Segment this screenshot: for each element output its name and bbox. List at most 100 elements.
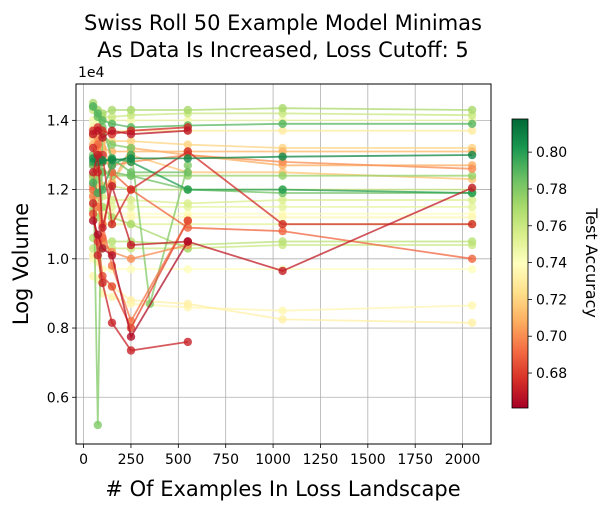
series-line: [92, 220, 189, 340]
series-point: [467, 171, 477, 180]
series-point: [183, 216, 192, 225]
series-point: [107, 112, 117, 122]
series-point: [467, 183, 477, 192]
colorbar-tick-label: 0.70: [536, 329, 567, 345]
series-point: [183, 140, 192, 149]
series-point: [126, 136, 136, 146]
series-line-group: [88, 251, 477, 327]
series-point: [183, 265, 192, 274]
series-point: [107, 292, 117, 302]
series-point: [467, 318, 477, 327]
series-point: [98, 133, 107, 142]
series-point: [126, 143, 136, 153]
x-tick-label: 750: [212, 452, 239, 468]
series-point: [126, 168, 136, 177]
chart-title-line-2: As Data Is Increased, Loss Cutoff: 5: [97, 38, 469, 62]
y-tick-label: 1.0: [47, 252, 69, 268]
x-axis-ticks: 0 250 500 750 1000 1250 1500 1750 2000: [79, 444, 480, 468]
series-point: [98, 116, 107, 125]
series-line: [92, 154, 473, 272]
series-point: [88, 199, 98, 208]
colorbar: [511, 118, 529, 409]
series-point: [278, 104, 287, 113]
series-point: [278, 237, 287, 246]
colorbar-tick-label: 0.80: [536, 145, 567, 161]
series-point: [183, 199, 192, 208]
series-point: [467, 265, 477, 274]
series-point: [98, 244, 107, 253]
series-point: [107, 282, 117, 291]
series-point: [126, 202, 136, 212]
series-point: [126, 240, 136, 250]
series-point: [278, 266, 287, 276]
series-point: [107, 156, 117, 165]
y-tick-label: 0.6: [47, 390, 69, 406]
x-tick-label: 1500: [350, 452, 386, 468]
series-point: [107, 119, 117, 128]
series-point: [126, 130, 136, 139]
series-point: [183, 299, 192, 308]
series-point: [183, 337, 192, 347]
colorbar-label: Test Accuracy: [582, 207, 601, 318]
series-line-group: [88, 126, 192, 142]
series-point: [467, 301, 477, 310]
series-point: [126, 105, 136, 115]
series-point: [467, 220, 477, 229]
series-point: [183, 126, 192, 135]
series-point: [278, 171, 287, 180]
series-point: [126, 332, 136, 341]
y-tick-label: 1.4: [47, 113, 69, 129]
series-point: [183, 154, 192, 163]
series-point: [183, 147, 192, 156]
series-point: [107, 318, 117, 327]
series-point: [126, 213, 136, 222]
series-point: [126, 220, 136, 229]
colorbar-tick-label: 0.74: [536, 256, 567, 272]
colorbar-tick-label: 0.68: [536, 366, 567, 382]
series-point: [278, 126, 287, 135]
series-point: [278, 185, 287, 194]
series-point: [107, 251, 117, 260]
y-axis-ticks: 0.6 0.8 1.0 1.2 1.4: [47, 113, 76, 406]
x-tick-label: 250: [118, 452, 145, 468]
series-point: [126, 296, 136, 305]
x-tick-label: 1250: [303, 452, 339, 468]
grid: [76, 84, 491, 444]
x-tick-label: 1750: [397, 452, 433, 468]
x-tick-label: 500: [165, 452, 192, 468]
series-point: [93, 251, 103, 260]
colorbar-ticks: 0.68 0.70 0.72 0.74 0.76 0.78 0.80: [528, 145, 567, 382]
series-point: [126, 185, 136, 194]
series-line-group: [88, 150, 477, 276]
series-point: [126, 346, 136, 355]
series-point: [93, 420, 103, 430]
x-axis-label: # Of Examples In Loss Landscape: [105, 477, 460, 501]
series-point: [88, 209, 98, 218]
series-point: [278, 306, 287, 315]
series-point: [467, 119, 477, 128]
series-point: [88, 178, 98, 187]
series-point: [126, 254, 136, 263]
series-point: [278, 315, 287, 324]
series-point: [93, 150, 103, 160]
series-point: [107, 237, 117, 246]
series-point: [126, 195, 136, 205]
series-point: [126, 154, 136, 163]
series-point: [278, 119, 287, 128]
series-point: [107, 126, 117, 135]
series-point: [467, 195, 477, 205]
x-tick-label: 2000: [445, 452, 481, 468]
series-line: [92, 203, 188, 352]
series-point: [93, 126, 103, 135]
series-group: [88, 98, 477, 430]
series-point: [107, 105, 117, 115]
series-point: [183, 161, 192, 170]
series-point: [88, 216, 98, 225]
colorbar-tick-label: 0.76: [536, 219, 567, 235]
series-point: [278, 202, 287, 212]
x-tick-label: 0: [79, 452, 88, 468]
y-axis-label: Log Volume: [9, 203, 33, 325]
series-point: [183, 237, 192, 246]
colorbar-tick-label: 0.72: [536, 292, 567, 308]
series-point: [183, 105, 192, 115]
